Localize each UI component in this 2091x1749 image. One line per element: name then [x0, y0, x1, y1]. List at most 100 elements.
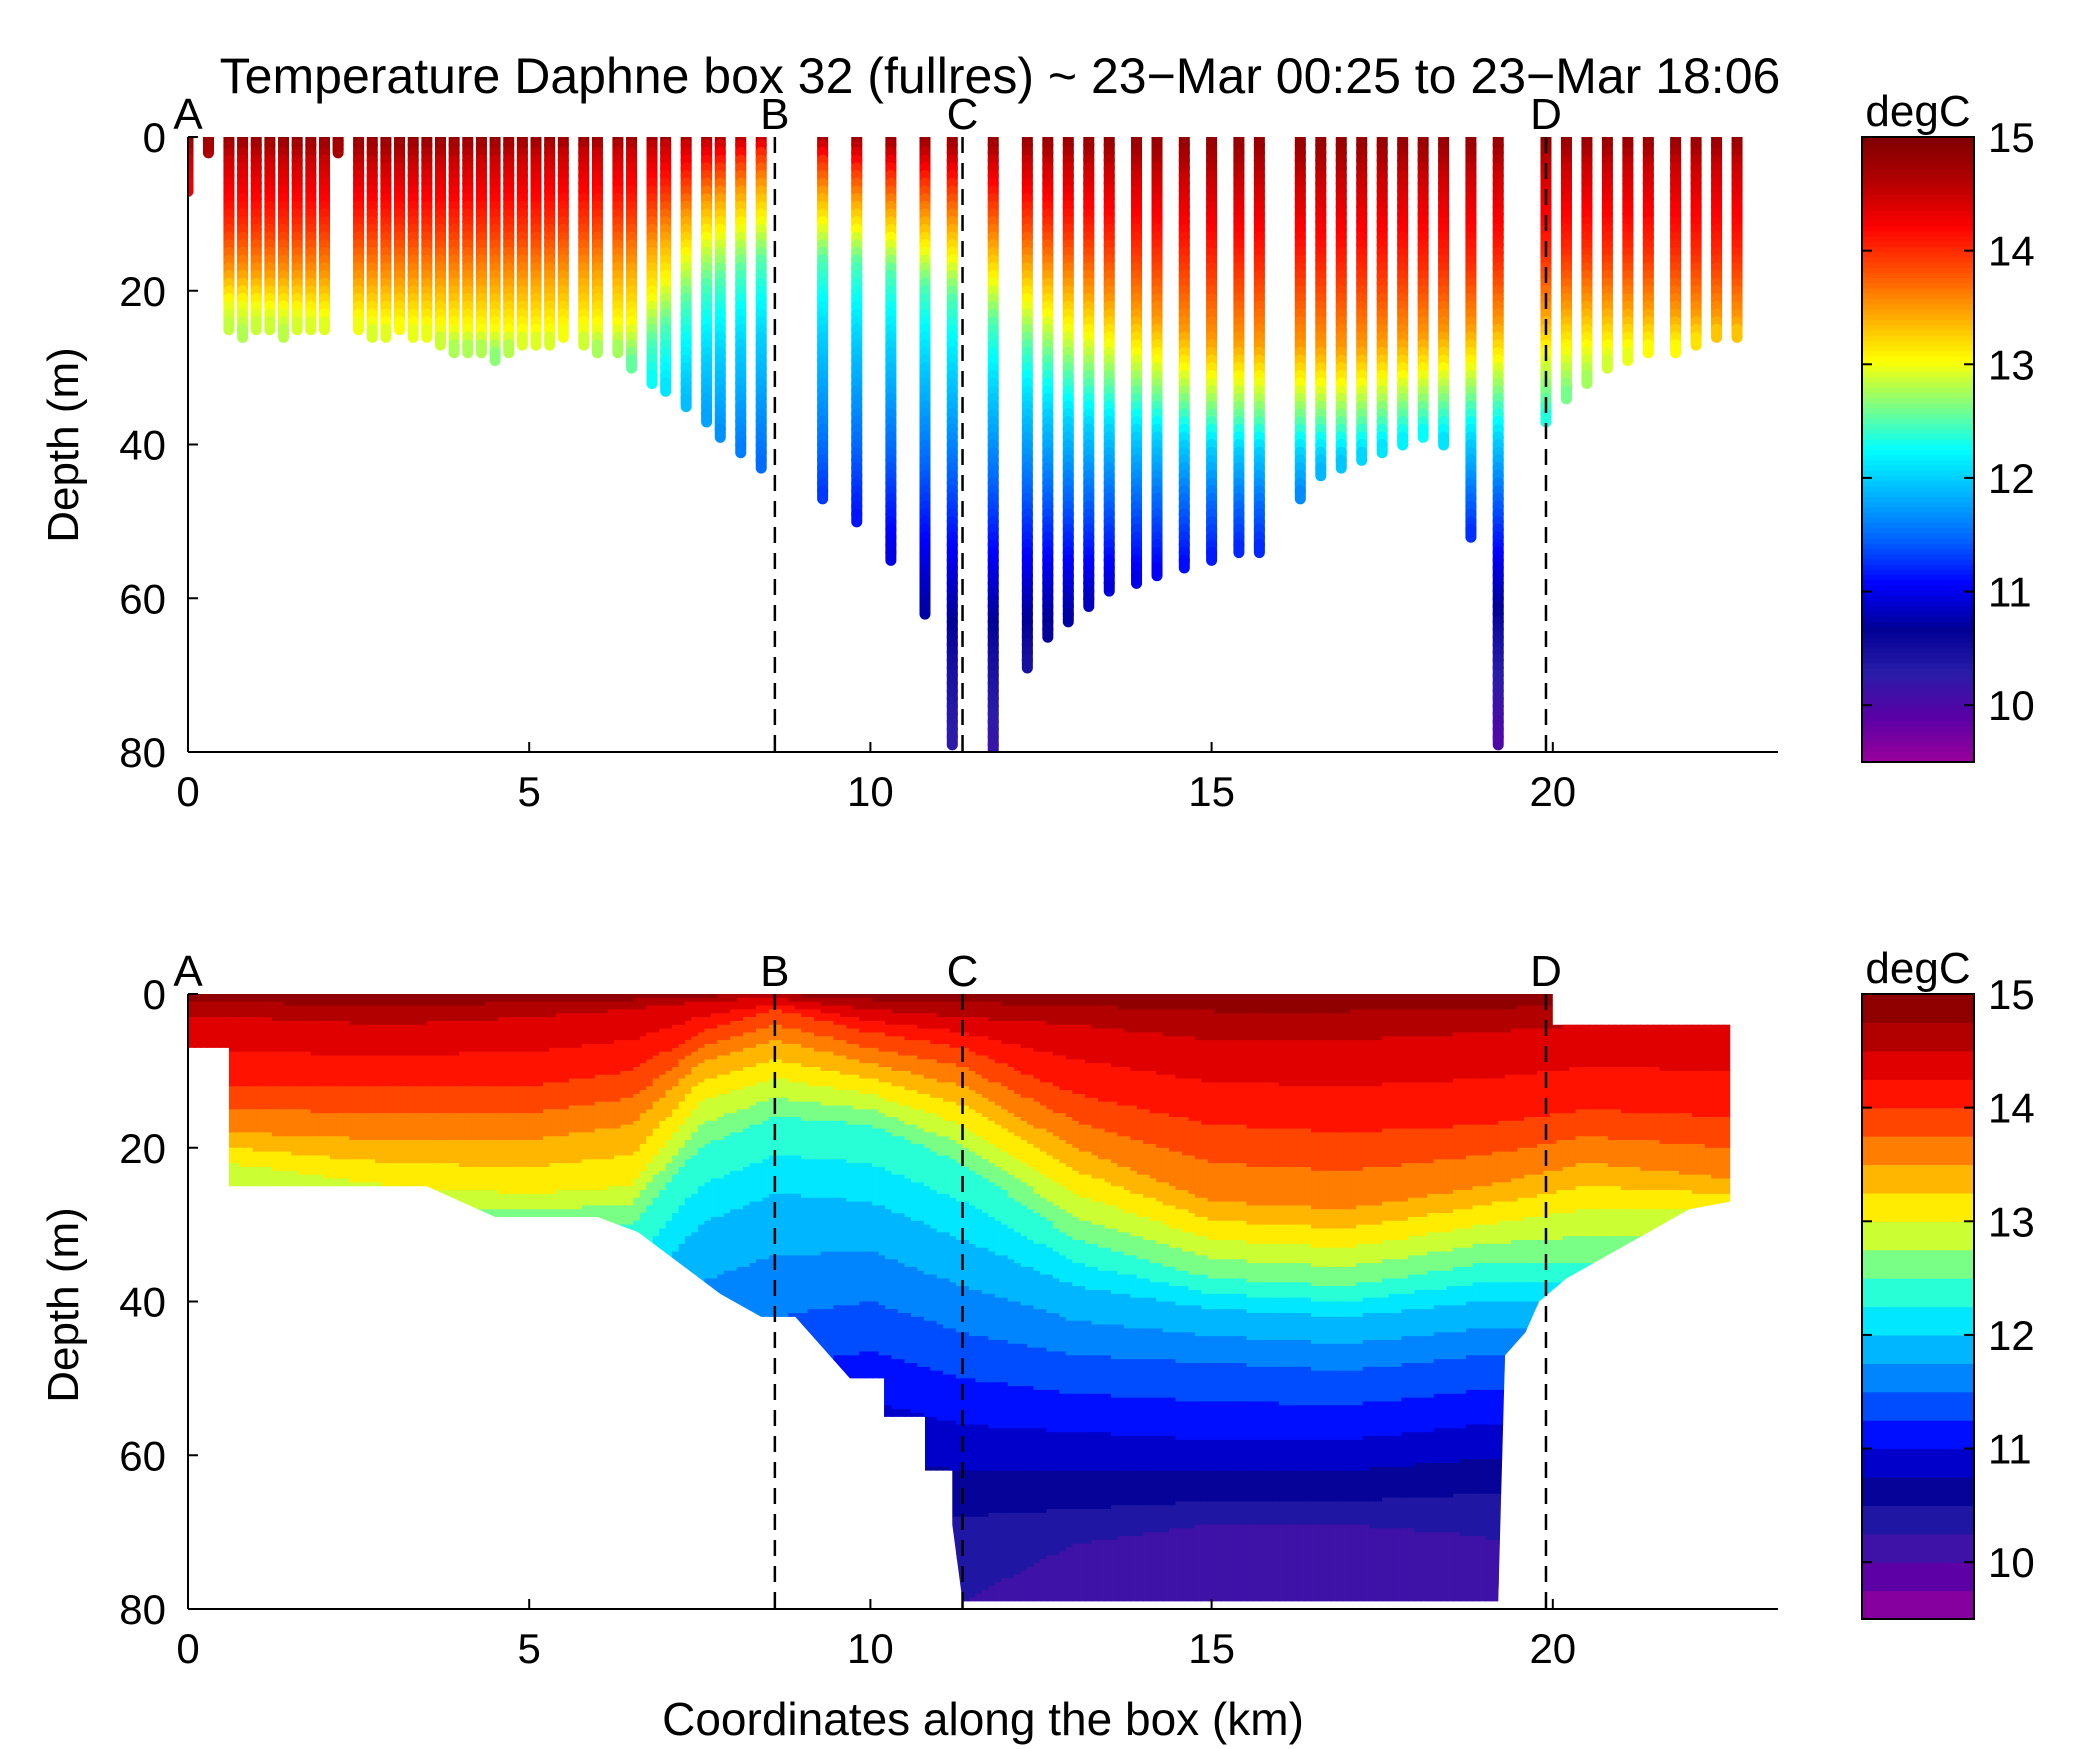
section-cell — [794, 1363, 802, 1414]
section-cell — [317, 1055, 325, 1087]
section-cell — [594, 1128, 602, 1160]
section-cell — [246, 1193, 254, 1226]
section-cell — [265, 1224, 273, 1264]
section-cell — [400, 1532, 409, 1602]
section-cell — [349, 1378, 357, 1418]
section-cell — [839, 1120, 848, 1160]
section-cell — [194, 1339, 202, 1379]
section-cell — [484, 1020, 493, 1053]
section-cell — [213, 1224, 222, 1264]
section-cell — [710, 1059, 719, 1080]
section-cell — [601, 1301, 609, 1341]
section-cell — [607, 1186, 615, 1206]
colorbar-swatch — [1862, 272, 1974, 279]
section-cell — [329, 1178, 338, 1203]
section-cell — [601, 1159, 609, 1191]
section-cell — [885, 1082, 893, 1103]
section-cell — [897, 994, 906, 1003]
section-cell — [872, 1205, 880, 1253]
section-cell — [362, 1263, 370, 1302]
section-cell — [807, 1067, 815, 1087]
section-cell — [317, 1532, 325, 1602]
section-cell — [491, 1263, 499, 1302]
section-cell — [710, 1436, 719, 1522]
section-cell — [620, 1124, 628, 1156]
section-cell — [446, 1163, 454, 1191]
section-cell — [684, 1020, 693, 1041]
section-cell — [226, 1017, 234, 1053]
section-cell — [349, 1086, 357, 1114]
section-cell — [794, 1155, 802, 1195]
section-cell — [200, 1193, 209, 1226]
section-cell — [207, 1532, 215, 1602]
colorbar-swatch — [1862, 548, 1974, 555]
section-cell — [420, 1186, 428, 1206]
section-cell — [678, 1528, 686, 1602]
section-cell — [568, 1001, 577, 1014]
section-cell — [697, 1439, 706, 1525]
section-cell — [885, 1209, 893, 1260]
section-cell — [846, 1355, 854, 1406]
section-cell — [336, 1136, 344, 1160]
section-cell — [278, 1455, 286, 1533]
section-cell — [743, 1047, 751, 1068]
section-cell — [665, 1447, 673, 1529]
section-cell — [194, 994, 202, 1003]
colorbar-swatch — [1862, 496, 1974, 503]
section-cell — [652, 994, 660, 999]
colorbar-swatch — [1862, 360, 1974, 367]
section-cell — [723, 1270, 731, 1333]
section-cell — [620, 1040, 628, 1072]
colorbar-swatch — [1862, 595, 1974, 602]
section-cell — [897, 1055, 906, 1072]
section-cell — [239, 1301, 247, 1341]
section-cell — [400, 1186, 409, 1206]
section-cell — [233, 1163, 241, 1195]
section-cell — [355, 1182, 364, 1203]
section-cell — [459, 1455, 467, 1533]
section-cell — [349, 1201, 357, 1226]
section-cell — [446, 1020, 454, 1056]
colorbar-swatch — [1862, 647, 1974, 654]
section-cell — [284, 1005, 293, 1022]
section-cell — [588, 1339, 596, 1379]
colorbar-swatch — [1862, 413, 1974, 419]
section-cell — [710, 1278, 719, 1337]
section-cell — [768, 1078, 777, 1099]
section-cell — [284, 994, 293, 1007]
colorbar-swatch — [1862, 564, 1974, 570]
section-cell — [200, 1132, 209, 1149]
section-cell — [388, 1263, 396, 1302]
section-cell — [478, 1378, 486, 1418]
section-cell — [826, 1555, 835, 1602]
section-cell — [704, 1017, 712, 1030]
section-cell — [646, 1205, 654, 1245]
section-cell — [349, 1182, 357, 1203]
colorbar-swatch — [1862, 590, 1974, 596]
section-cell — [220, 1416, 228, 1456]
section-cell — [594, 1013, 602, 1045]
section-cell — [549, 1193, 557, 1210]
section-cell — [859, 1201, 867, 1253]
section-cell — [213, 1163, 222, 1195]
section-cell — [801, 1047, 809, 1068]
section-cell — [684, 1197, 693, 1237]
section-cell — [420, 994, 428, 1007]
section-cell — [736, 1090, 744, 1110]
section-cell — [588, 1224, 596, 1264]
section-cell — [413, 1024, 422, 1056]
section-cell — [820, 994, 828, 999]
section-cell — [497, 1086, 506, 1114]
section-cell — [297, 1455, 305, 1533]
section-cell — [413, 1140, 422, 1164]
section-cell — [633, 1151, 641, 1179]
section-cell — [781, 1416, 790, 1510]
section-cell — [394, 1055, 402, 1087]
section-cell — [278, 1339, 286, 1379]
section-cell — [336, 1005, 344, 1022]
section-cell — [613, 1155, 622, 1187]
section-cell — [542, 1109, 551, 1137]
section-cell — [859, 1109, 867, 1126]
section-cell — [194, 1263, 202, 1302]
section-cell — [329, 1224, 338, 1264]
